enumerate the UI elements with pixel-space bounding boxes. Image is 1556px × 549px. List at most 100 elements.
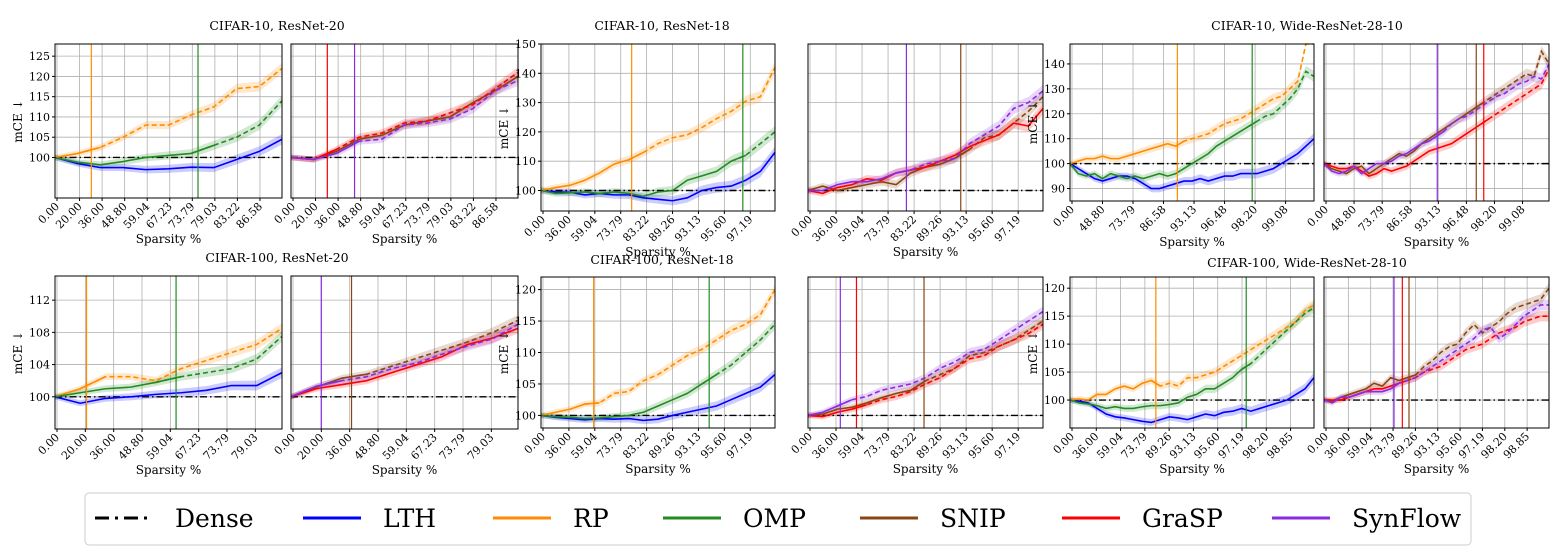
- y-tick-label: 110: [515, 347, 536, 360]
- band-lth: [541, 369, 775, 425]
- x-tick-label: 36.00: [87, 431, 118, 462]
- subplot-1: CIFAR-10, ResNet-18 100 110 120 130 140 150 mCE…: [497, 18, 1044, 259]
- x-tick-label: 48.80: [1076, 203, 1107, 234]
- x-tick-label: 59.04: [568, 213, 599, 244]
- x-tick-label: 59.04: [568, 430, 599, 461]
- x-tick-label: 79.03: [465, 431, 496, 462]
- x-tick-label: 97.19: [992, 430, 1023, 461]
- band-grasp: [1324, 310, 1549, 403]
- band-omp: [1070, 65, 1314, 183]
- band-grasp: [291, 67, 518, 163]
- x-tick-label: 99.08: [1496, 203, 1527, 234]
- x-tick-label: 98.85: [1264, 430, 1295, 461]
- y-tick-label: 115: [29, 91, 50, 104]
- panel-left: 90 100 110 120 130 140 mCE ↓ 0.00 48.80 73.79 86.5…: [1026, 43, 1315, 249]
- panel-right: 0.0036.0059.0473.7983.2289.2693.1395.609…: [789, 276, 1044, 476]
- x-tick-label: 93.13: [940, 213, 971, 244]
- x-axis-label: Sparsity %: [1404, 462, 1470, 476]
- band-synflow: [808, 306, 1043, 419]
- x-tick-label: 83.22: [888, 430, 919, 461]
- panel-right: 0.0020.0036.0048.8059.0467.2373.7979.038…: [272, 43, 519, 246]
- line-omp: [540, 373, 717, 420]
- subplot-4: CIFAR-100, ResNet-18 100 105 110 115 120 mCE ↓…: [497, 252, 1044, 476]
- subplot-title: CIFAR-10, ResNet-18: [594, 18, 729, 33]
- x-tick-label: 48.80: [352, 431, 383, 462]
- line-grasp-pruned: [1398, 315, 1549, 385]
- x-tick-label: 95.60: [698, 213, 729, 244]
- x-tick-label: 36.00: [323, 431, 354, 462]
- x-tick-label: 36.00: [810, 430, 841, 461]
- x-tick-label: 73.79: [594, 213, 625, 244]
- line-synflow: [1323, 130, 1445, 175]
- y-axis-label: mCE ↓: [1026, 331, 1040, 374]
- x-axis-label: Sparsity %: [893, 462, 959, 476]
- y-axis-label: mCE ↓: [11, 99, 25, 142]
- line-snip-pruned: [341, 319, 519, 380]
- x-tick-label: 93.13: [1167, 430, 1198, 461]
- x-tick-label: 0.00: [1051, 203, 1078, 230]
- line-omp: [54, 144, 215, 166]
- line-omp: [1069, 120, 1258, 180]
- line-grasp-pruned: [851, 323, 1044, 410]
- y-tick-label: 105: [1044, 366, 1065, 379]
- line-omp: [1069, 363, 1252, 410]
- y-tick-label: 105: [515, 378, 536, 391]
- y-tick-label: 150: [515, 38, 536, 51]
- x-tick-label: 97.19: [724, 213, 755, 244]
- x-tick-label: 89.26: [914, 430, 945, 461]
- y-tick-label: 125: [29, 50, 50, 63]
- legend-label-synflow: SynFlow: [1352, 504, 1462, 533]
- y-tick-label: 130: [515, 97, 536, 110]
- line-synflow-pruned: [895, 90, 1044, 174]
- line-grasp: [807, 107, 1044, 195]
- x-tick-label: 89.26: [914, 213, 945, 244]
- x-axis-label: Sparsity %: [625, 462, 691, 476]
- legend-label-rp: RP: [573, 504, 609, 533]
- band-snip: [1324, 46, 1549, 177]
- x-tick-label: 93.13: [672, 430, 703, 461]
- x-tick-label: 98.20: [1240, 430, 1271, 461]
- x-tick-label: 73.79: [862, 213, 893, 244]
- line-omp-pruned: [190, 100, 283, 155]
- x-tick-label: 86.58: [1384, 203, 1415, 234]
- y-tick-label: 120: [29, 70, 50, 83]
- band-synflow: [1324, 299, 1549, 406]
- y-tick-label: 100: [29, 151, 50, 164]
- y-tick-label: 100: [1044, 394, 1065, 407]
- x-tick-label: 95.60: [1191, 430, 1222, 461]
- band-synflow: [291, 75, 518, 163]
- y-axis-label: mCE ↓: [11, 331, 25, 374]
- line-snip: [290, 75, 519, 161]
- y-tick-label: 112: [29, 294, 50, 307]
- x-tick-label: 36.00: [1070, 430, 1101, 461]
- axes-frame: [1069, 43, 1315, 202]
- line-rp-pruned: [584, 289, 776, 405]
- x-tick-label: 89.26: [646, 430, 677, 461]
- y-tick-label: 120: [1044, 108, 1065, 121]
- y-tick-label: 108: [29, 326, 50, 339]
- x-tick-label: 73.79: [1356, 203, 1387, 234]
- line-rp-pruned: [1175, 43, 1314, 147]
- x-tick-label: 95.60: [698, 430, 729, 461]
- x-tick-label: 73.79: [1119, 430, 1150, 461]
- line-lth: [540, 373, 776, 422]
- y-tick-label: 130: [1044, 83, 1065, 96]
- x-tick-label: 93.13: [672, 213, 703, 244]
- band-snip: [808, 90, 1043, 194]
- legend-frame: [84, 492, 1472, 546]
- panel-right: 0.0036.0059.0473.7989.2693.1395.6097.199…: [1305, 276, 1550, 476]
- y-tick-label: 140: [515, 67, 536, 80]
- x-tick-label: 98.20: [1229, 203, 1260, 234]
- y-tick-label: 90: [1051, 183, 1065, 196]
- legend-label-grasp: GraSP: [1142, 504, 1223, 533]
- x-tick-label: 93.13: [940, 430, 971, 461]
- line-snip-pruned: [910, 320, 1044, 391]
- band-omp: [541, 126, 775, 201]
- x-tick-label: 36.00: [543, 430, 574, 461]
- y-tick-label: 110: [1044, 133, 1065, 146]
